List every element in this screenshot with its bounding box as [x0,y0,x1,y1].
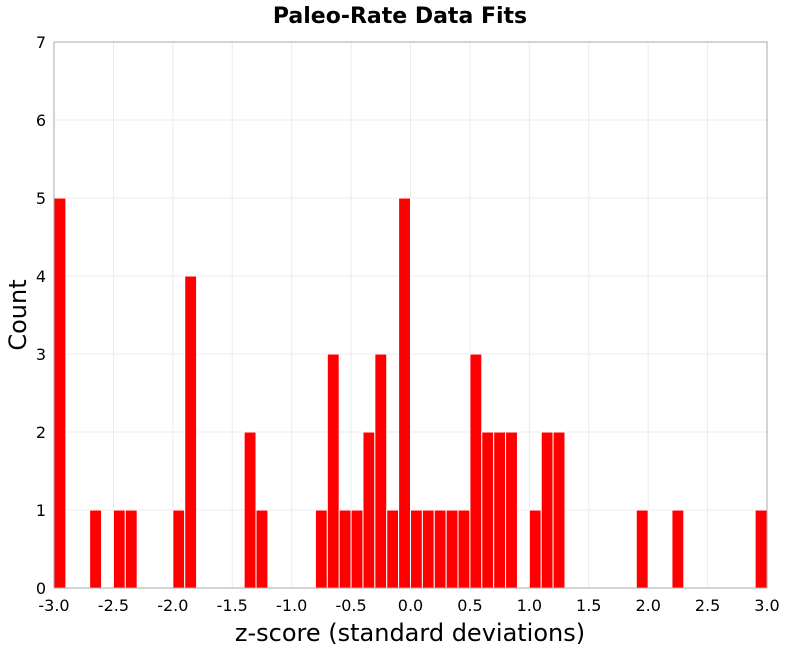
histogram-bar [184,275,198,589]
histogram-bar [410,509,423,589]
histogram-bar [469,353,483,589]
x-tick-label: -2.0 [157,596,188,615]
x-tick-label: 3.0 [754,596,779,615]
histogram-bar [386,509,400,589]
histogram-bar [540,431,554,589]
x-tick-label: -1.0 [276,596,307,615]
histogram-bar [635,509,649,589]
histogram-bar [243,431,257,589]
histogram-bar [421,509,435,589]
x-tick-label: 2.0 [635,596,660,615]
y-tick-label: 2 [36,423,46,442]
y-tick-label: 3 [36,345,46,364]
x-tick-label: 2.5 [695,596,720,615]
y-axis-label: Count [4,279,32,350]
histogram-bar [350,509,364,589]
histogram-bar [326,353,340,589]
chart-title: Paleo-Rate Data Fits [273,4,527,29]
y-tick-label: 4 [36,267,46,286]
bars [53,197,768,589]
histogram-bar [112,509,126,589]
y-tick-label: 5 [36,189,46,208]
histogram-bar [124,509,138,589]
histogram-bar [255,509,269,589]
histogram-bar [374,353,388,589]
y-tick-label: 6 [36,111,46,130]
x-tick-label: 1.0 [517,596,542,615]
histogram-bar [314,509,328,589]
y-tick-label: 7 [36,33,46,52]
histogram-bar [528,509,542,589]
y-tick-label: 0 [36,579,46,598]
histogram-bar [362,431,376,589]
histogram-bar [89,509,103,589]
x-tick-label: -0.5 [335,596,366,615]
x-tick-label: -3.0 [38,596,69,615]
histogram-bar [53,197,67,589]
histogram-bar [493,431,507,589]
x-axis-ticks: -3.0 -2.5 -2.0 -1.5 -1.0 -0.5 0.0 0.5 1.0 1.5 2.0 2… [38,596,779,615]
plot-frame [53,41,768,589]
x-tick-label: -1.5 [217,596,248,615]
histogram-bar [445,509,459,589]
histogram-bar [433,509,447,589]
histogram-bar [671,509,685,589]
y-axis-ticks: 0 1 2 3 4 5 6 7 [36,33,46,598]
histogram-bar [552,431,566,589]
histogram-bar [754,509,768,589]
histogram-bar [457,509,471,589]
y-tick-label: 1 [36,501,46,520]
histogram-bar [398,197,412,589]
x-tick-label: 1.5 [576,596,601,615]
x-tick-label: 0.0 [398,596,423,615]
histogram-bar [172,509,186,589]
histogram-bar [481,431,495,589]
x-tick-label: 0.5 [457,596,482,615]
x-axis-label: z-score (standard deviations) [235,619,585,647]
histogram-bar [338,509,352,589]
x-tick-label: -2.5 [98,596,129,615]
histogram-bar [505,431,518,589]
